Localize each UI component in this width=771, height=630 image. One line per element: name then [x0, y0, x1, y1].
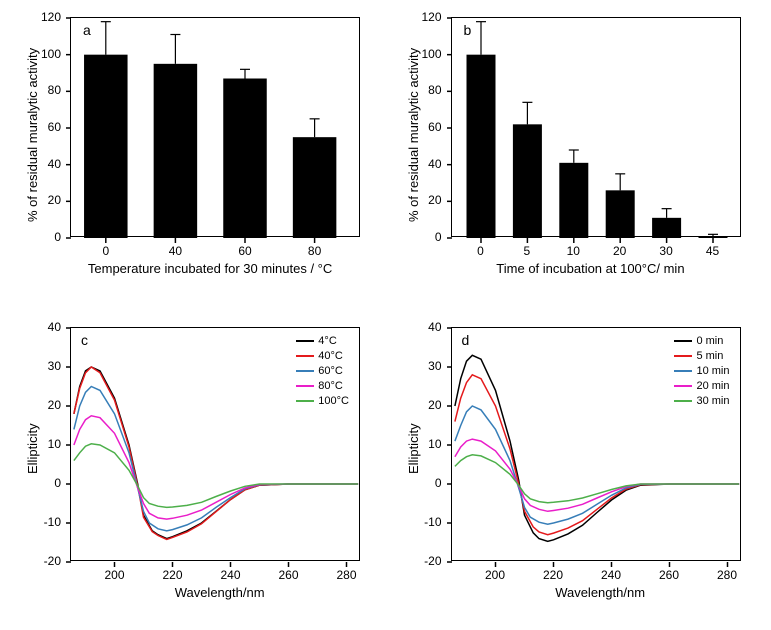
x-tick-label: 45 [698, 244, 728, 258]
panel-a: 0204060801001200406080a % of residual mur… [5, 5, 386, 315]
y-tick-label: 20 [31, 398, 61, 412]
x-axis-label: Wavelength/nm [555, 585, 645, 600]
legend-label: 80°C [318, 379, 343, 393]
legend-swatch [674, 370, 692, 372]
y-tick-label: 0 [31, 476, 61, 490]
x-tick-label: 220 [158, 568, 188, 582]
x-tick-label: 20 [605, 244, 635, 258]
legend-item: 20 min [674, 379, 729, 393]
x-tick-label: 200 [100, 568, 130, 582]
legend-item: 60°C [296, 364, 349, 378]
plot-area: 0204060801001200510203045b [451, 17, 741, 237]
legend-swatch [674, 355, 692, 357]
bar-chart-svg [71, 18, 361, 238]
legend-swatch [674, 400, 692, 402]
legend-swatch [296, 385, 314, 387]
x-axis-label: Wavelength/nm [175, 585, 265, 600]
x-tick-label: 40 [160, 244, 190, 258]
legend-label: 4°C [318, 334, 336, 348]
legend-label: 30 min [696, 394, 729, 408]
y-tick-label: 120 [31, 10, 61, 24]
y-tick-label: -20 [31, 554, 61, 568]
legend-item: 10 min [674, 364, 729, 378]
y-axis-label: Ellipticity [406, 423, 421, 474]
x-tick-label: 260 [274, 568, 304, 582]
y-tick-label: 0 [412, 230, 442, 244]
y-axis-label: Ellipticity [25, 423, 40, 474]
x-tick-label: 220 [538, 568, 568, 582]
x-tick-label: 260 [654, 568, 684, 582]
legend-label: 40°C [318, 349, 343, 363]
legend: 4°C40°C60°C80°C100°C [296, 334, 349, 409]
x-tick-label: 10 [558, 244, 588, 258]
y-axis-label: % of residual muralytic activity [406, 48, 421, 222]
panel-letter: c [81, 332, 88, 348]
legend-item: 4°C [296, 334, 349, 348]
y-tick-label: 0 [31, 230, 61, 244]
legend: 0 min5 min10 min20 min30 min [674, 334, 729, 409]
panel-letter: a [83, 22, 91, 38]
x-tick-label: 240 [596, 568, 626, 582]
legend-item: 80°C [296, 379, 349, 393]
y-tick-label: -10 [412, 515, 442, 529]
x-tick-label: 60 [230, 244, 260, 258]
panel-b: 0204060801001200510203045b % of residual … [386, 5, 767, 315]
legend-item: 40°C [296, 349, 349, 363]
y-tick-label: 0 [412, 476, 442, 490]
plot-area: -20-10010203040200220240260280d0 min5 mi… [451, 327, 741, 561]
y-tick-label: 30 [31, 359, 61, 373]
y-tick-label: 30 [412, 359, 442, 373]
legend-label: 0 min [696, 334, 723, 348]
legend-swatch [674, 385, 692, 387]
panel-letter: b [464, 22, 472, 38]
x-tick-label: 5 [512, 244, 542, 258]
legend-swatch [296, 370, 314, 372]
legend-item: 5 min [674, 349, 729, 363]
legend-label: 20 min [696, 379, 729, 393]
y-tick-label: 40 [412, 320, 442, 334]
x-tick-label: 0 [466, 244, 496, 258]
figure-grid: 0204060801001200406080a % of residual mur… [0, 0, 771, 630]
x-tick-label: 280 [332, 568, 362, 582]
x-tick-label: 80 [300, 244, 330, 258]
legend-label: 10 min [696, 364, 729, 378]
legend-label: 100°C [318, 394, 349, 408]
legend-swatch [296, 355, 314, 357]
legend-label: 5 min [696, 349, 723, 363]
x-axis-label: Temperature incubated for 30 minutes / °… [88, 261, 332, 276]
y-tick-label: -20 [412, 554, 442, 568]
legend-item: 100°C [296, 394, 349, 408]
y-tick-label: 120 [412, 10, 442, 24]
legend-item: 0 min [674, 334, 729, 348]
panel-d: -20-10010203040200220240260280d0 min5 mi… [386, 315, 767, 625]
x-tick-label: 280 [712, 568, 742, 582]
y-tick-label: 20 [412, 398, 442, 412]
y-axis-label: % of residual muralytic activity [25, 48, 40, 222]
x-tick-label: 200 [480, 568, 510, 582]
plot-area: 0204060801001200406080a [70, 17, 360, 237]
x-tick-label: 240 [216, 568, 246, 582]
legend-label: 60°C [318, 364, 343, 378]
x-tick-label: 0 [91, 244, 121, 258]
legend-item: 30 min [674, 394, 729, 408]
x-tick-label: 30 [651, 244, 681, 258]
legend-swatch [296, 400, 314, 402]
legend-swatch [674, 340, 692, 342]
panel-letter: d [462, 332, 470, 348]
y-tick-label: 40 [31, 320, 61, 334]
y-tick-label: -10 [31, 515, 61, 529]
legend-swatch [296, 340, 314, 342]
panel-c: -20-10010203040200220240260280c4°C40°C60… [5, 315, 386, 625]
plot-area: -20-10010203040200220240260280c4°C40°C60… [70, 327, 360, 561]
x-axis-label: Time of incubation at 100°C/ min [496, 261, 684, 276]
bar-chart-svg [452, 18, 742, 238]
